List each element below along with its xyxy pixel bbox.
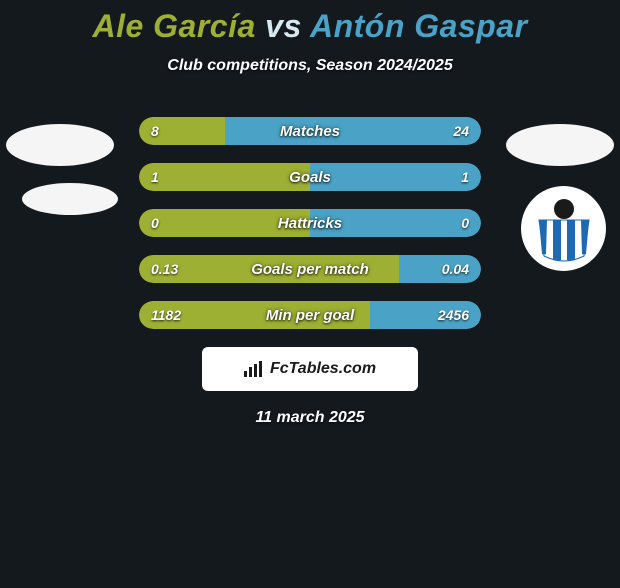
player2-avatar-shape-top	[506, 124, 614, 166]
date-label: 11 march 2025	[0, 409, 620, 427]
subtitle: Club competitions, Season 2024/2025	[0, 57, 620, 75]
fctables-badge: FcTables.com	[202, 347, 418, 391]
chart-icon	[244, 361, 264, 377]
stat-bar-left	[139, 301, 370, 329]
stat-bar-right	[310, 209, 481, 237]
stat-bar-left	[139, 255, 399, 283]
stat-bar-left	[139, 163, 310, 191]
stat-bar-left	[139, 209, 310, 237]
player2-club-badge	[521, 186, 606, 271]
club-crest-icon	[529, 194, 599, 264]
stat-bar-hattricks: 00Hattricks	[139, 209, 481, 237]
title-player2: Antón Gaspar	[310, 8, 528, 44]
fctables-text: FcTables.com	[270, 360, 376, 378]
player1-avatar-shape-top	[6, 124, 114, 166]
stat-bar-right	[399, 255, 481, 283]
comparison-bars: 824Matches 11Goals 00Hattricks 0.130.04Goal…	[139, 117, 481, 329]
stat-bar-goals-per-match: 0.130.04Goals per match	[139, 255, 481, 283]
stat-bar-right	[225, 117, 482, 145]
title-player1: Ale García	[92, 8, 255, 44]
stat-bar-right	[310, 163, 481, 191]
title-vs: vs	[265, 8, 302, 44]
stat-bar-right	[370, 301, 481, 329]
stat-bar-min-per-goal: 11822456Min per goal	[139, 301, 481, 329]
stat-bar-goals: 11Goals	[139, 163, 481, 191]
player1-avatar-shape-bottom	[22, 183, 118, 215]
stat-bar-left	[139, 117, 225, 145]
stat-bar-matches: 824Matches	[139, 117, 481, 145]
page-title: Ale García vs Antón Gaspar	[0, 8, 620, 45]
